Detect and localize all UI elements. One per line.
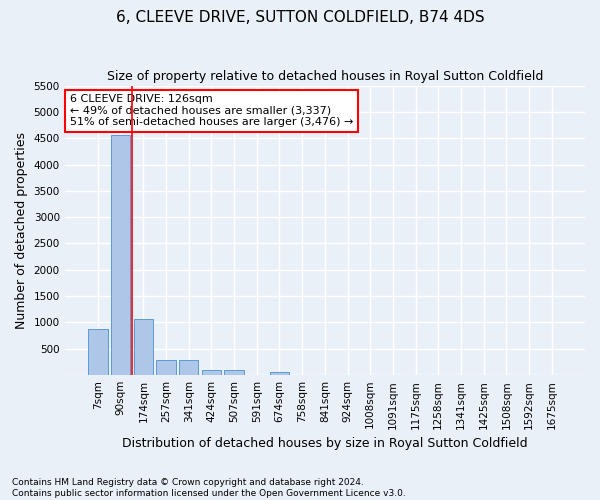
Bar — [134, 320, 153, 375]
Bar — [224, 370, 244, 375]
Y-axis label: Number of detached properties: Number of detached properties — [15, 132, 28, 329]
Title: Size of property relative to detached houses in Royal Sutton Coldfield: Size of property relative to detached ho… — [107, 70, 543, 83]
Bar — [179, 360, 199, 375]
Bar — [88, 328, 107, 375]
Text: 6 CLEEVE DRIVE: 126sqm
← 49% of detached houses are smaller (3,337)
51% of semi-: 6 CLEEVE DRIVE: 126sqm ← 49% of detached… — [70, 94, 353, 128]
Bar — [202, 370, 221, 375]
Text: Contains HM Land Registry data © Crown copyright and database right 2024.
Contai: Contains HM Land Registry data © Crown c… — [12, 478, 406, 498]
Bar — [270, 372, 289, 375]
X-axis label: Distribution of detached houses by size in Royal Sutton Coldfield: Distribution of detached houses by size … — [122, 437, 527, 450]
Text: 6, CLEEVE DRIVE, SUTTON COLDFIELD, B74 4DS: 6, CLEEVE DRIVE, SUTTON COLDFIELD, B74 4… — [116, 10, 484, 25]
Bar — [157, 360, 176, 375]
Bar — [111, 135, 130, 375]
